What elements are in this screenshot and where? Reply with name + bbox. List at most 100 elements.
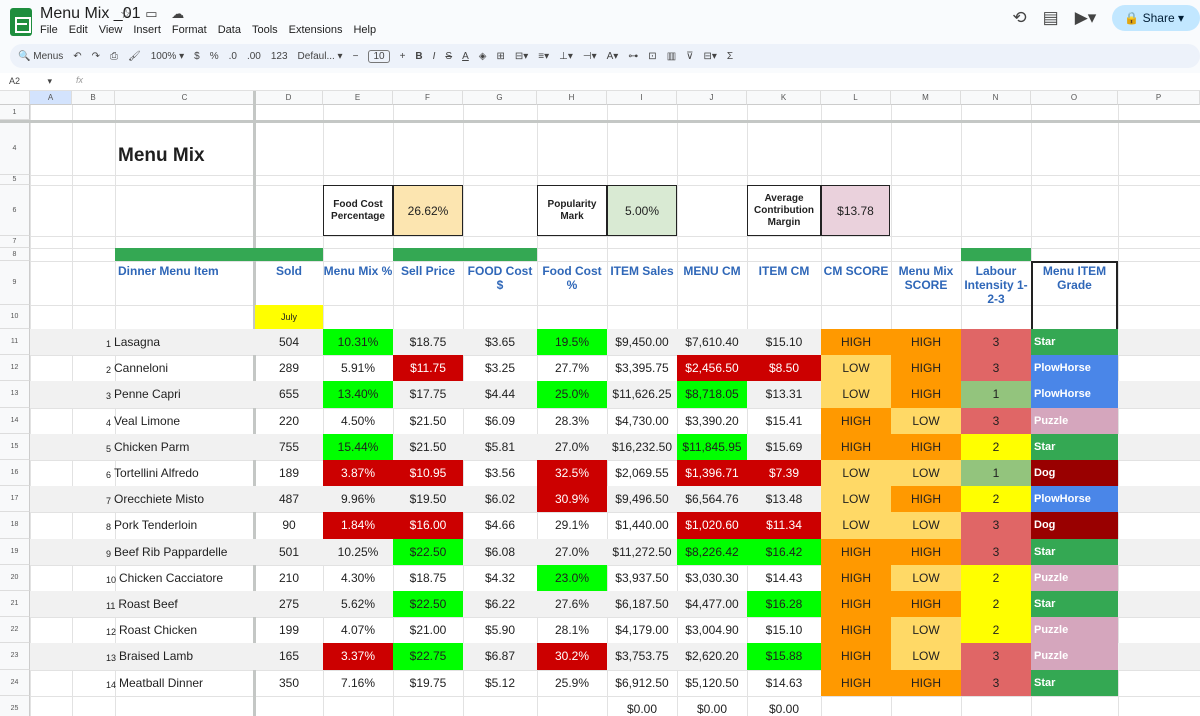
item-cm-cell[interactable]: $14.63 xyxy=(765,675,803,690)
cm-score-cell[interactable]: HIGH xyxy=(821,617,891,644)
item-cm-cell[interactable]: $15.69 xyxy=(765,439,803,454)
menu-format[interactable]: Format xyxy=(171,24,207,36)
cm-score-cell[interactable]: LOW xyxy=(821,355,891,382)
grade-cell[interactable]: Puzzle xyxy=(1031,564,1118,591)
column-header-e[interactable]: E xyxy=(323,91,393,105)
food-cost-pct-cell[interactable]: 25.9% xyxy=(554,675,590,690)
item-sales-cell[interactable]: $6,187.50 xyxy=(615,597,669,612)
redo-icon[interactable]: ↷ xyxy=(91,50,101,62)
row-header-21[interactable]: 21 xyxy=(0,591,30,618)
sell-price-cell[interactable]: $17.75 xyxy=(409,387,447,402)
menu-item-name-cell[interactable]: 10 Chicken Cacciatore xyxy=(72,565,255,591)
grade-cell[interactable]: Star xyxy=(1031,329,1118,356)
labour-intensity-cell[interactable]: 3 xyxy=(961,643,1031,670)
food-cost-pct-cell[interactable]: 25.0% xyxy=(537,381,607,408)
item-cm-cell[interactable]: $8.50 xyxy=(747,355,821,382)
column-header-n[interactable]: N xyxy=(961,91,1031,105)
menu-item-name-cell[interactable]: 7 Orecchiete Misto xyxy=(72,486,255,512)
food-cost-pct-cell[interactable]: 19.5% xyxy=(537,329,607,356)
grade-cell[interactable]: Star xyxy=(1031,538,1118,565)
bold-button[interactable]: B xyxy=(415,50,423,62)
row-header-13[interactable]: 13 xyxy=(0,381,30,408)
sell-price-cell[interactable]: $19.75 xyxy=(409,675,447,690)
document-title[interactable]: Menu Mix _01 xyxy=(40,5,141,22)
menu-mix-score-cell[interactable]: LOW xyxy=(891,460,961,487)
row-header-19[interactable]: 19 xyxy=(0,538,30,565)
sell-price-cell[interactable]: $21.00 xyxy=(409,623,447,638)
functions-button[interactable]: Σ xyxy=(726,50,734,62)
link-icon[interactable]: ⊶ xyxy=(628,50,639,62)
menu-mix-score-cell[interactable]: LOW xyxy=(891,564,961,591)
menu-item-name-cell[interactable]: 13 Braised Lamb xyxy=(72,643,255,669)
item-cm-cell[interactable]: $16.28 xyxy=(747,591,821,618)
total-mcm-cell[interactable]: $0.00 xyxy=(696,701,728,716)
menu-item-name-cell[interactable]: 4 Veal Limone xyxy=(72,408,255,434)
undo-icon[interactable]: ↶ xyxy=(73,50,82,62)
cm-score-cell[interactable]: HIGH xyxy=(821,329,891,356)
menu-file[interactable]: File xyxy=(40,24,58,36)
cm-score-cell[interactable]: HIGH xyxy=(821,538,891,565)
labour-intensity-cell[interactable]: 2 xyxy=(961,486,1031,513)
select-all-corner[interactable] xyxy=(0,91,30,105)
grade-cell[interactable]: Dog xyxy=(1031,460,1118,487)
increase-decimal-button[interactable]: .00 xyxy=(246,50,261,62)
labour-intensity-cell[interactable]: 1 xyxy=(961,460,1031,487)
menu-item-name-cell[interactable]: 9 Beef Rib Pappardelle xyxy=(72,539,255,565)
menu-item-name-cell[interactable]: 8 Pork Tenderloin xyxy=(72,512,255,538)
row-header-12[interactable]: 12 xyxy=(0,355,30,382)
valign-icon[interactable]: ⊥▾ xyxy=(559,50,573,62)
currency-button[interactable]: $ xyxy=(194,50,200,62)
item-sales-cell[interactable]: $9,496.50 xyxy=(615,492,669,507)
menu-mix-cell[interactable]: 4.30% xyxy=(340,570,376,585)
grade-cell[interactable]: PlowHorse xyxy=(1031,381,1118,408)
row-header-14[interactable]: 14 xyxy=(0,407,30,434)
grade-cell[interactable]: Dog xyxy=(1031,512,1118,539)
meet-icon[interactable]: ▶▾ xyxy=(1074,8,1097,27)
sold-cell[interactable]: 210 xyxy=(278,570,300,585)
menu-cm-cell[interactable]: $4,477.00 xyxy=(685,597,739,612)
labour-intensity-cell[interactable]: 1 xyxy=(961,381,1031,408)
grade-cell[interactable]: Puzzle xyxy=(1031,617,1118,644)
item-cm-cell[interactable]: $15.41 xyxy=(765,413,803,428)
menu-mix-score-cell[interactable]: HIGH xyxy=(891,355,961,382)
column-header-i[interactable]: I xyxy=(607,91,677,105)
menu-item-name-cell[interactable]: 2 Canneloni xyxy=(72,355,255,381)
food-cost-pct-cell[interactable]: 27.6% xyxy=(554,597,590,612)
menu-mix-cell[interactable]: 1.84% xyxy=(323,512,393,539)
sold-cell[interactable]: 655 xyxy=(278,387,300,402)
align-icon[interactable]: ≡▾ xyxy=(538,50,550,62)
menu-view[interactable]: View xyxy=(98,24,123,36)
menu-mix-score-cell[interactable]: HIGH xyxy=(891,381,961,408)
row-header-15[interactable]: 15 xyxy=(0,433,30,460)
menu-cm-cell[interactable]: $11,845.95 xyxy=(677,433,747,460)
sheets-logo-icon[interactable] xyxy=(10,8,32,36)
food-cost-pct-cell[interactable]: 23.0% xyxy=(537,564,607,591)
share-button[interactable]: 🔒 Share ▾ xyxy=(1112,5,1200,31)
food-cost-cell[interactable]: $3.25 xyxy=(484,361,516,376)
menu-edit[interactable]: Edit xyxy=(68,24,88,36)
menu-cm-cell[interactable]: $6,564.76 xyxy=(685,492,739,507)
font-size-increase[interactable]: + xyxy=(399,50,406,62)
menu-mix-cell[interactable]: 4.50% xyxy=(340,413,376,428)
column-header-h[interactable]: H xyxy=(537,91,607,105)
row-header-25[interactable]: 25 xyxy=(0,695,30,716)
menu-mix-cell[interactable]: 9.96% xyxy=(340,492,376,507)
borders-icon[interactable]: ⊞ xyxy=(496,50,505,62)
column-header-g[interactable]: G xyxy=(463,91,537,105)
column-header-m[interactable]: M xyxy=(891,91,961,105)
cm-score-cell[interactable]: LOW xyxy=(821,486,891,513)
food-cost-cell[interactable]: $5.90 xyxy=(484,623,516,638)
sold-cell[interactable]: 275 xyxy=(278,597,300,612)
sold-cell[interactable]: 165 xyxy=(278,649,300,664)
print-icon[interactable]: ⎙ xyxy=(110,50,119,62)
cm-score-cell[interactable]: HIGH xyxy=(821,591,891,618)
wrap-icon[interactable]: ⊣▾ xyxy=(582,50,597,62)
row-header-20[interactable]: 20 xyxy=(0,564,30,591)
row-header-1[interactable]: 1 xyxy=(0,105,30,120)
menu-mix-score-cell[interactable]: HIGH xyxy=(891,433,961,460)
row-header-17[interactable]: 17 xyxy=(0,486,30,513)
number-format-button[interactable]: 123 xyxy=(270,50,288,62)
menu-cm-cell[interactable]: $7,610.40 xyxy=(685,335,739,350)
column-header-o[interactable]: O xyxy=(1031,91,1118,105)
food-cost-cell[interactable]: $4.32 xyxy=(484,570,516,585)
